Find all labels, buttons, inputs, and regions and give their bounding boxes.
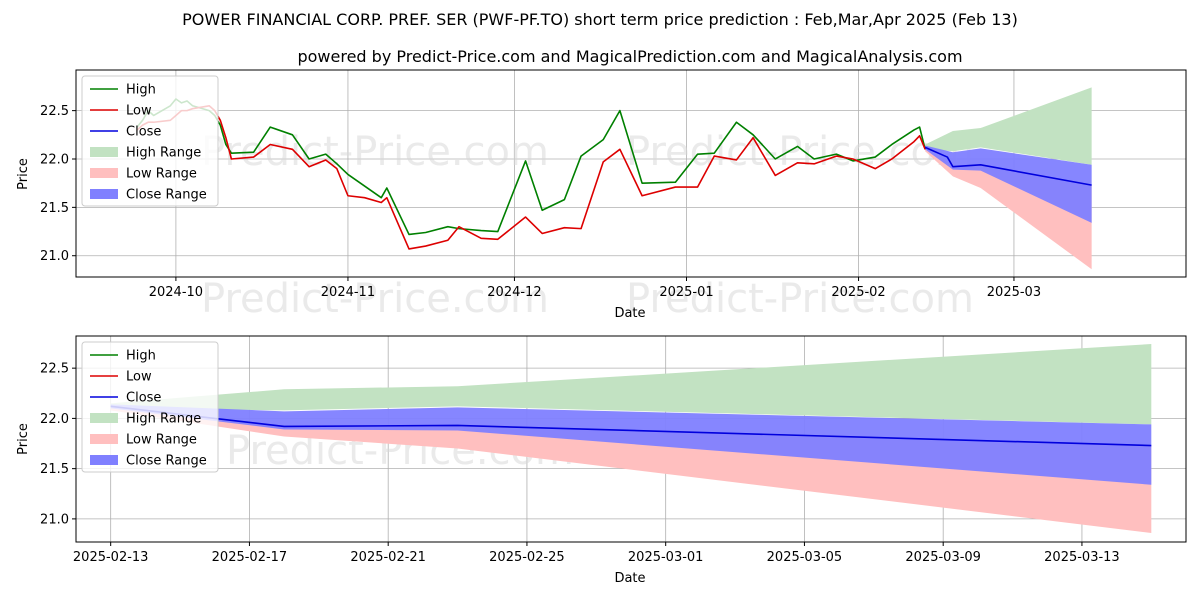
chart-title: POWER FINANCIAL CORP. PREF. SER (PWF-PF.… [182, 10, 1018, 29]
watermark-text: Predict-Price.com [201, 276, 549, 322]
bottom-panel: Predict-Price.com Predict-Price.com 2025… [16, 335, 1187, 586]
legend-swatch-low-range [90, 434, 118, 444]
x-tick-label: 2025-03 [987, 285, 1041, 300]
legend-label: High Range [126, 412, 201, 427]
x-tick-label: 2024-10 [149, 285, 203, 300]
legend-label: High [126, 83, 156, 98]
top-x-axis-label: Date [614, 306, 645, 321]
x-tick-label: 2025-03-09 [905, 550, 981, 565]
legend-label: Low [126, 104, 152, 119]
bottom-ticks: 2025-02-13 2025-02-17 2025-02-21 2025-02-25… [40, 362, 1120, 565]
legend-label: Low Range [126, 433, 197, 448]
legend-swatch-high-range [90, 413, 118, 423]
close-range-band [925, 145, 1092, 223]
bottom-y-axis-label: Price [16, 423, 31, 455]
top-ticks: 2024-10 2024-11 2024-12 2025-01 2025-02 2025-… [40, 104, 1041, 300]
legend-label: High [126, 349, 156, 364]
x-tick-label: 2024-12 [487, 285, 541, 300]
y-tick-label: 22.5 [40, 362, 69, 377]
legend-swatch-close-range [90, 455, 118, 465]
top-chart-marks [136, 87, 1092, 270]
y-tick-label: 22.5 [40, 104, 69, 119]
top-watermark: Predict-Price.com Predict-Price.com Pred… [201, 129, 974, 322]
x-tick-label: 2025-02-25 [489, 550, 565, 565]
x-tick-label: 2025-02-17 [212, 550, 288, 565]
y-tick-label: 22.0 [40, 152, 69, 167]
x-tick-label: 2024-11 [321, 285, 375, 300]
y-tick-label: 21.5 [40, 462, 69, 477]
x-tick-label: 2025-02-13 [73, 550, 149, 565]
legend-label: Close Range [126, 454, 207, 469]
watermark-text: Predict-Price.com [626, 276, 974, 322]
legend-label: High Range [126, 146, 201, 161]
legend-label: Low Range [126, 167, 197, 182]
high-range-band [110, 344, 1152, 425]
legend-label: Close [126, 391, 161, 406]
y-tick-label: 21.0 [40, 512, 69, 527]
watermark-text: Predict-Price.com [626, 129, 974, 175]
y-tick-label: 21.5 [40, 201, 69, 216]
top-panel: Predict-Price.com Predict-Price.com Pred… [16, 69, 1187, 322]
legend-label: Low [126, 370, 152, 385]
close-range-band [110, 404, 1152, 485]
x-tick-label: 2025-03-05 [767, 550, 843, 565]
x-tick-label: 2025-01 [659, 285, 713, 300]
legend-swatch-high-range [90, 147, 118, 157]
bottom-plot-frame [75, 335, 1187, 543]
legend-label: Close [126, 125, 161, 140]
x-tick-label: 2025-03-01 [628, 550, 704, 565]
bottom-x-axis-label: Date [614, 571, 645, 586]
y-tick-label: 22.0 [40, 412, 69, 427]
legend-swatch-low-range [90, 168, 118, 178]
top-y-axis-label: Price [16, 158, 31, 190]
close-line [924, 146, 1092, 186]
legend-label: Close Range [126, 188, 207, 203]
x-tick-label: 2025-03-13 [1044, 550, 1120, 565]
high-range-band [925, 87, 1092, 165]
bottom-legend: High Low Close High Range Low Range Close Ran… [81, 341, 219, 473]
top-legend: High Low Close High Range Low Range Close Ran… [81, 75, 219, 207]
legend-swatch-close-range [90, 189, 118, 199]
x-tick-label: 2025-02 [831, 285, 885, 300]
chart-subtitle: powered by Predict-Price.com and Magical… [297, 47, 962, 66]
top-plot-frame [75, 69, 1187, 278]
y-tick-label: 21.0 [40, 249, 69, 264]
bottom-chart-marks [110, 344, 1152, 533]
x-tick-label: 2025-02-21 [350, 550, 426, 565]
